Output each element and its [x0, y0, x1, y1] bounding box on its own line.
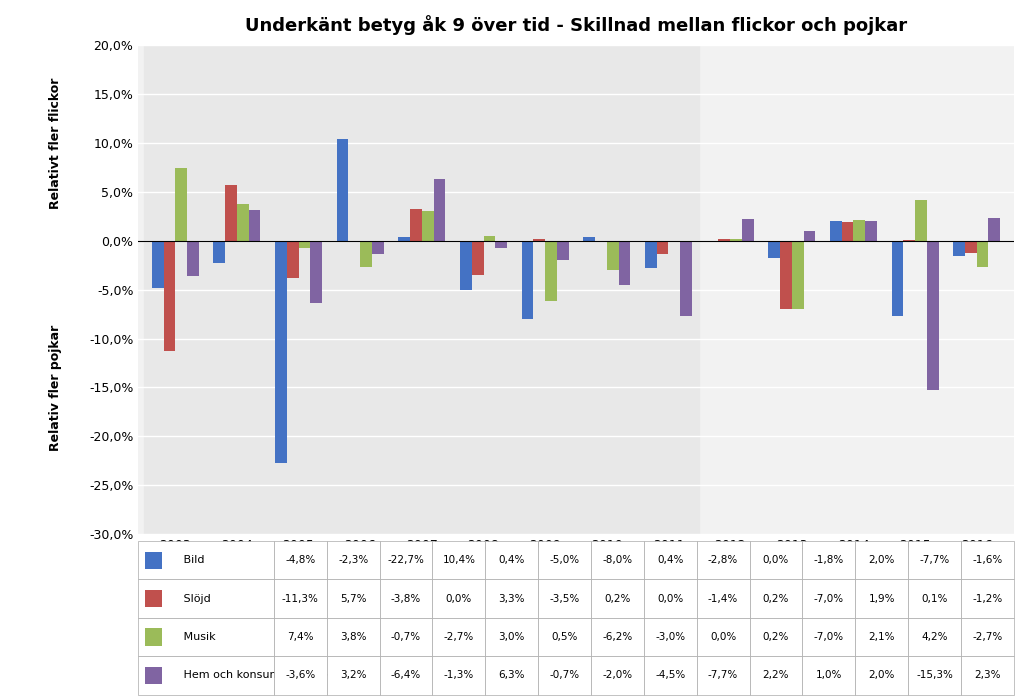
Bar — [680, 241, 692, 316]
Bar — [584, 237, 595, 241]
Bar — [275, 241, 287, 463]
Bar — [645, 241, 656, 268]
Bar — [618, 241, 630, 285]
Bar — [460, 241, 472, 290]
Bar — [237, 204, 249, 241]
Text: Relativt fler flickor: Relativt fler flickor — [48, 77, 61, 209]
Bar — [337, 139, 348, 241]
Bar — [656, 241, 669, 255]
Bar — [534, 239, 545, 241]
Bar — [287, 241, 299, 278]
Bar — [310, 241, 322, 304]
Bar — [853, 221, 865, 241]
Bar — [398, 237, 411, 241]
Bar — [965, 241, 977, 253]
Text: Relativ fler pojkar: Relativ fler pojkar — [48, 325, 61, 450]
Bar — [175, 168, 187, 241]
Bar — [557, 241, 568, 260]
Bar — [545, 241, 557, 302]
Bar — [411, 209, 422, 241]
Bar — [187, 241, 199, 276]
Bar — [953, 241, 965, 256]
Bar — [804, 231, 815, 241]
Bar — [422, 211, 433, 241]
Bar — [472, 241, 483, 275]
Bar — [780, 241, 792, 309]
Bar — [152, 241, 164, 288]
Bar — [892, 241, 903, 316]
Bar — [730, 239, 741, 241]
Bar — [372, 241, 384, 253]
Bar — [842, 222, 853, 241]
Bar — [607, 241, 618, 270]
Bar — [719, 239, 730, 241]
Bar — [249, 209, 260, 241]
Bar — [299, 241, 310, 248]
Bar — [903, 240, 915, 241]
Bar — [865, 221, 877, 241]
Bar — [792, 241, 804, 309]
Bar — [496, 241, 507, 248]
Bar — [768, 241, 780, 258]
Bar — [213, 241, 225, 263]
Bar — [830, 221, 842, 241]
Bar — [360, 241, 372, 267]
Bar — [927, 241, 939, 390]
Bar — [988, 218, 1000, 241]
Bar — [225, 185, 237, 241]
Bar — [164, 241, 175, 351]
Bar — [977, 241, 988, 267]
Bar — [522, 241, 534, 319]
Bar — [741, 219, 754, 241]
Bar — [483, 236, 496, 241]
Bar — [433, 179, 445, 241]
Title: Underkänt betyg åk 9 över tid - Skillnad mellan flickor och pojkar: Underkänt betyg åk 9 över tid - Skillnad… — [245, 15, 907, 36]
Bar — [144, 45, 699, 534]
Bar — [915, 200, 927, 241]
